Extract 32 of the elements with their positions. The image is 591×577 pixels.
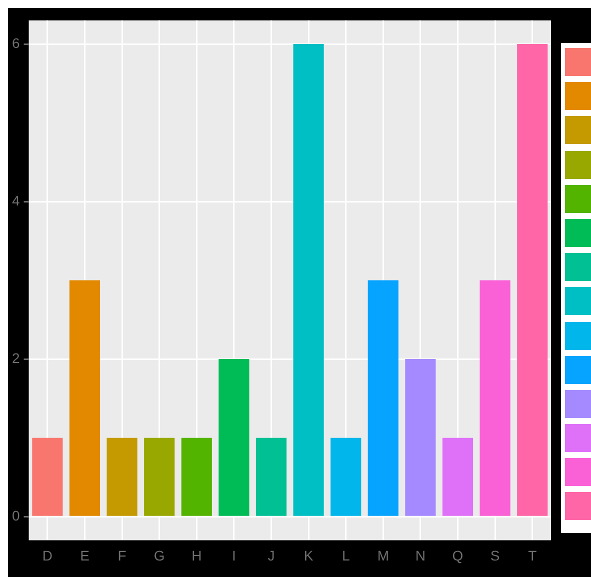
x-tick-label: K (304, 547, 314, 564)
x-tick-label: G (154, 547, 165, 564)
x-tick-label: M (377, 547, 389, 564)
x-tick-label: D (42, 547, 52, 564)
bar (517, 44, 548, 516)
bar (218, 359, 250, 516)
x-tick-label: T (528, 547, 538, 564)
y-tick-label: 0 (12, 507, 20, 524)
x-tick-label: F (118, 547, 126, 564)
bar (480, 280, 510, 516)
bar (293, 44, 324, 516)
bar (442, 438, 474, 516)
bar (106, 438, 138, 516)
bar (330, 438, 362, 516)
x-tick-label: I (232, 547, 236, 564)
x-tick-label: H (192, 547, 202, 564)
x-tick-label: E (80, 547, 90, 564)
y-tick-label: 6 (12, 34, 20, 51)
x-tick-label: S (490, 547, 500, 564)
y-tick-label: 4 (12, 192, 20, 208)
bar (32, 438, 63, 516)
bar (181, 438, 212, 516)
x-tick-label: J (268, 547, 275, 564)
bar (144, 438, 175, 516)
bar (69, 280, 100, 516)
y-tick-label: 2 (12, 350, 20, 366)
x-tick-label: L (342, 547, 350, 564)
bar (405, 359, 436, 516)
x-tick-label: Q (452, 547, 464, 564)
x-tick-label: N (415, 547, 426, 564)
bar (256, 438, 287, 516)
bar (368, 280, 398, 516)
